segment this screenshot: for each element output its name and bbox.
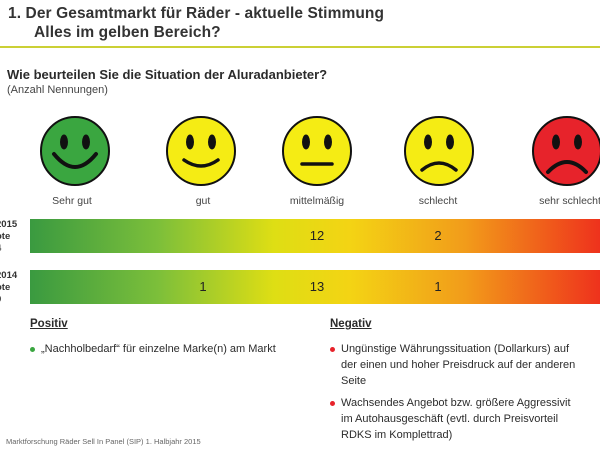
bar-value-2014-mittelmaessig: 13 <box>309 279 325 294</box>
category-label-schlecht: schlecht <box>418 195 458 207</box>
positive-heading: Positiv <box>30 318 68 330</box>
neutral-icon <box>280 114 354 188</box>
bullet-icon <box>330 347 335 352</box>
series-label-2015: 2015 ote 4 <box>0 219 18 254</box>
category-label-mittelmaessig: mittelmäßig <box>289 195 345 207</box>
title-divider <box>0 46 600 48</box>
negative-item: Wachsendes Angebot bzw. größere Aggressi… <box>330 395 600 445</box>
bar-value-2015-mittelmaessig: 12 <box>309 228 325 243</box>
positive-item: „Nachholbedarf“ für einzelne Marke(n) am… <box>30 341 320 359</box>
happy-icon <box>164 114 238 188</box>
chart-title: Wie beurteilen Sie die Situation der Alu… <box>7 67 328 82</box>
bullet-icon <box>30 347 35 352</box>
footer-source: Marktforschung Räder Sell In Panel (SIP)… <box>6 437 201 446</box>
bullet-icon <box>330 401 335 406</box>
category-label-sehr-schlecht: sehr schlecht <box>539 195 600 207</box>
chart-subtitle: (Anzahl Nennungen) <box>7 84 108 96</box>
very-happy-icon <box>38 114 112 188</box>
very-sad-icon <box>530 114 600 188</box>
category-label-sehr-gut: Sehr gut <box>52 195 92 207</box>
rating-bar-2014 <box>30 270 600 304</box>
bar-value-2015-schlecht: 2 <box>434 228 442 243</box>
rating-bar-2015 <box>30 219 600 253</box>
bar-value-2014-gut: 1 <box>199 279 207 294</box>
sad-icon <box>402 114 476 188</box>
category-label-gut: gut <box>195 195 211 207</box>
bar-value-2014-schlecht: 1 <box>434 279 442 294</box>
negative-heading: Negativ <box>330 318 372 330</box>
page-title-line-1: 1. Der Gesamtmarkt für Räder - aktuelle … <box>8 5 385 22</box>
negative-item: Ungünstige Währungssituation (Dollarkurs… <box>330 341 600 391</box>
page-title-line-2: Alles im gelben Bereich? <box>34 24 221 41</box>
